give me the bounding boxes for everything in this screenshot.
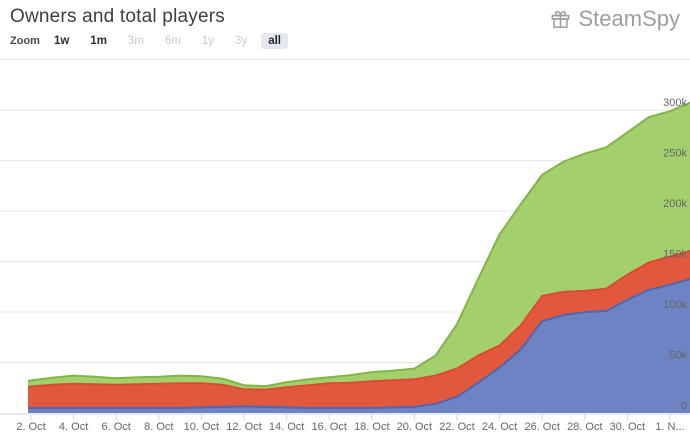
- y-axis-tick-label: 200k: [663, 198, 687, 210]
- x-axis-tick-label: 22. Oct: [439, 421, 474, 433]
- zoom-range-selector: Zoom 1w 1m 3m 6m 1y 3y all: [10, 33, 288, 49]
- brand-name: SteamSpy: [578, 6, 681, 31]
- x-axis-tick-label: 8. Oct: [144, 421, 173, 433]
- steamspy-logo[interactable]: SteamSpy: [549, 6, 681, 32]
- x-axis-tick-label: 1. N...: [655, 421, 684, 433]
- zoom-button-3m: 3m: [127, 35, 144, 47]
- y-axis-tick-label: 250k: [663, 148, 687, 160]
- y-axis-tick-label: 0: [681, 400, 687, 412]
- x-axis-tick-label: 6. Oct: [102, 421, 131, 433]
- x-axis-tick-label: 4. Oct: [59, 421, 88, 433]
- series-red-area[interactable]: [28, 250, 690, 409]
- zoom-button-all[interactable]: all: [261, 33, 288, 49]
- header: Owners and total players SteamSpy: [10, 6, 680, 32]
- series-green-line: [27, 101, 690, 388]
- x-axis-tick-label: 18. Oct: [354, 421, 389, 433]
- series-blue-line: [28, 278, 690, 409]
- series-red-line: [27, 249, 690, 391]
- x-axis-tick-label: 10. Oct: [184, 421, 219, 433]
- x-axis-tick-label: 2. Oct: [16, 421, 45, 433]
- y-axis-tick-label: 100k: [663, 299, 687, 311]
- x-axis-tick-label: 28. Oct: [567, 421, 602, 433]
- zoom-button-1y: 1y: [201, 35, 215, 47]
- x-axis-tick-label: 24. Oct: [482, 421, 517, 433]
- series-blue-area[interactable]: [28, 279, 690, 413]
- zoom-buttons: 1w 1m 3m 6m 1y 3y all: [47, 33, 288, 49]
- zoom-label: Zoom: [10, 35, 40, 47]
- zoom-button-3y: 3y: [235, 35, 248, 47]
- series-green-area[interactable]: [28, 102, 690, 390]
- x-axis-tick-label: 12. Oct: [226, 421, 261, 433]
- y-axis-tick-label: 150k: [663, 249, 687, 261]
- x-axis-tick-label: 26. Oct: [524, 421, 559, 433]
- gift-icon: [549, 8, 572, 31]
- x-axis-tick-label: 14. Oct: [269, 421, 304, 433]
- y-axis-tick-label: 50k: [669, 350, 687, 362]
- x-axis-tick-label: 20. Oct: [397, 421, 432, 433]
- x-axis-tick-label: 30. Oct: [610, 421, 645, 433]
- zoom-button-1w[interactable]: 1w: [53, 35, 70, 47]
- y-axis-tick-label: 300k: [663, 97, 687, 109]
- x-axis-tick-label: 16. Oct: [311, 421, 346, 433]
- zoom-button-6m: 6m: [164, 35, 181, 47]
- page-title: Owners and total players: [10, 6, 225, 27]
- zoom-button-1m[interactable]: 1m: [90, 35, 107, 47]
